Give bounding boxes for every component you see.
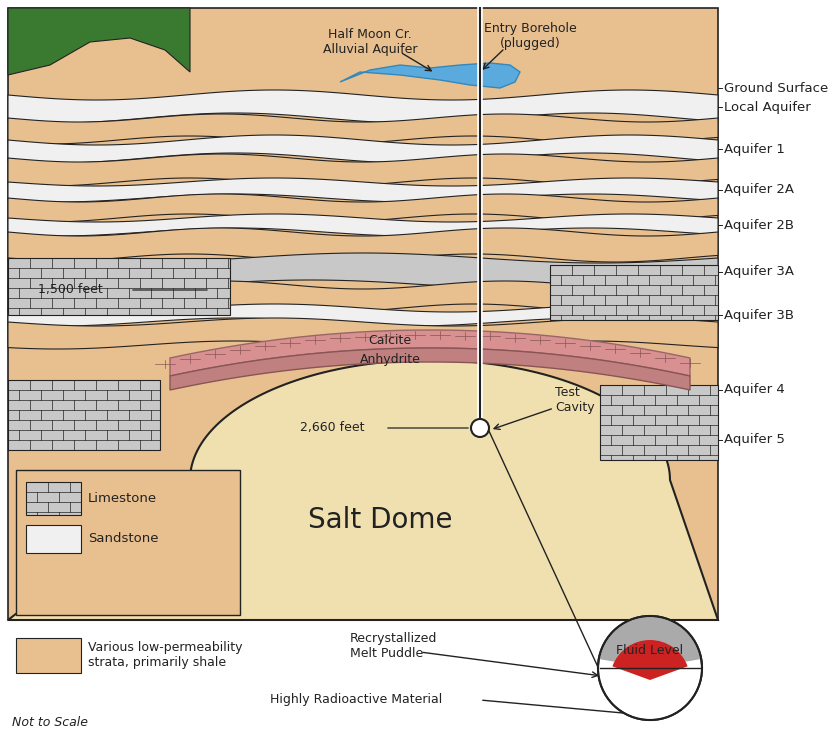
Circle shape [598,616,702,720]
Polygon shape [8,90,718,123]
Polygon shape [16,470,240,615]
Text: Ground Surface: Ground Surface [724,81,828,95]
Polygon shape [8,194,718,222]
Wedge shape [600,617,701,668]
Text: Various low-permeability
strata, primarily shale: Various low-permeability strata, primari… [88,641,243,669]
Text: Aquifer 3A: Aquifer 3A [724,265,794,279]
Polygon shape [8,228,718,262]
Text: Fluid Level: Fluid Level [617,644,684,657]
Text: Aquifer 4: Aquifer 4 [724,383,785,397]
Text: Entry Borehole
(plugged): Entry Borehole (plugged) [484,22,576,50]
Bar [26,525,81,553]
Text: Aquifer 2B: Aquifer 2B [724,218,794,232]
Polygon shape [170,348,690,390]
Bar [16,638,81,673]
Wedge shape [612,640,688,680]
Polygon shape [8,253,718,290]
Polygon shape [8,214,718,236]
Text: Aquifer 2A: Aquifer 2A [724,183,794,196]
Text: Local Aquifer: Local Aquifer [724,100,811,114]
Polygon shape [8,8,190,75]
Text: Test
Cavity: Test Cavity [555,386,595,414]
Polygon shape [8,318,718,349]
Polygon shape [600,385,718,460]
Text: 1,500 feet: 1,500 feet [38,284,102,297]
Text: Anhydrite: Anhydrite [360,353,421,366]
Polygon shape [8,380,160,450]
Polygon shape [8,8,718,620]
Text: Salt Dome: Salt Dome [307,506,452,534]
Text: Aquifer 3B: Aquifer 3B [724,309,794,322]
Text: Aquifer 5: Aquifer 5 [724,433,785,446]
Circle shape [471,419,489,437]
Polygon shape [8,178,718,202]
Text: Calcite: Calcite [369,334,412,347]
Polygon shape [340,63,520,88]
Polygon shape [170,330,690,376]
Text: 2,660 feet: 2,660 feet [300,421,365,435]
Polygon shape [8,114,718,144]
Text: Aquifer 1: Aquifer 1 [724,142,785,155]
Polygon shape [8,135,718,163]
Polygon shape [8,281,718,312]
Polygon shape [8,360,718,620]
Text: Sandstone: Sandstone [88,532,159,545]
Text: Not to Scale: Not to Scale [12,715,88,729]
Text: Recrystallized
Melt Puddle: Recrystallized Melt Puddle [350,632,438,660]
Polygon shape [26,482,81,515]
Text: Limestone: Limestone [88,492,157,504]
Polygon shape [8,258,230,315]
Polygon shape [8,304,718,326]
Polygon shape [550,265,718,320]
Polygon shape [8,154,718,186]
Text: Half Moon Cr.
Alluvial Aquifer: Half Moon Cr. Alluvial Aquifer [323,28,417,56]
Wedge shape [599,668,701,719]
Text: Highly Radioactive Material: Highly Radioactive Material [270,693,442,707]
